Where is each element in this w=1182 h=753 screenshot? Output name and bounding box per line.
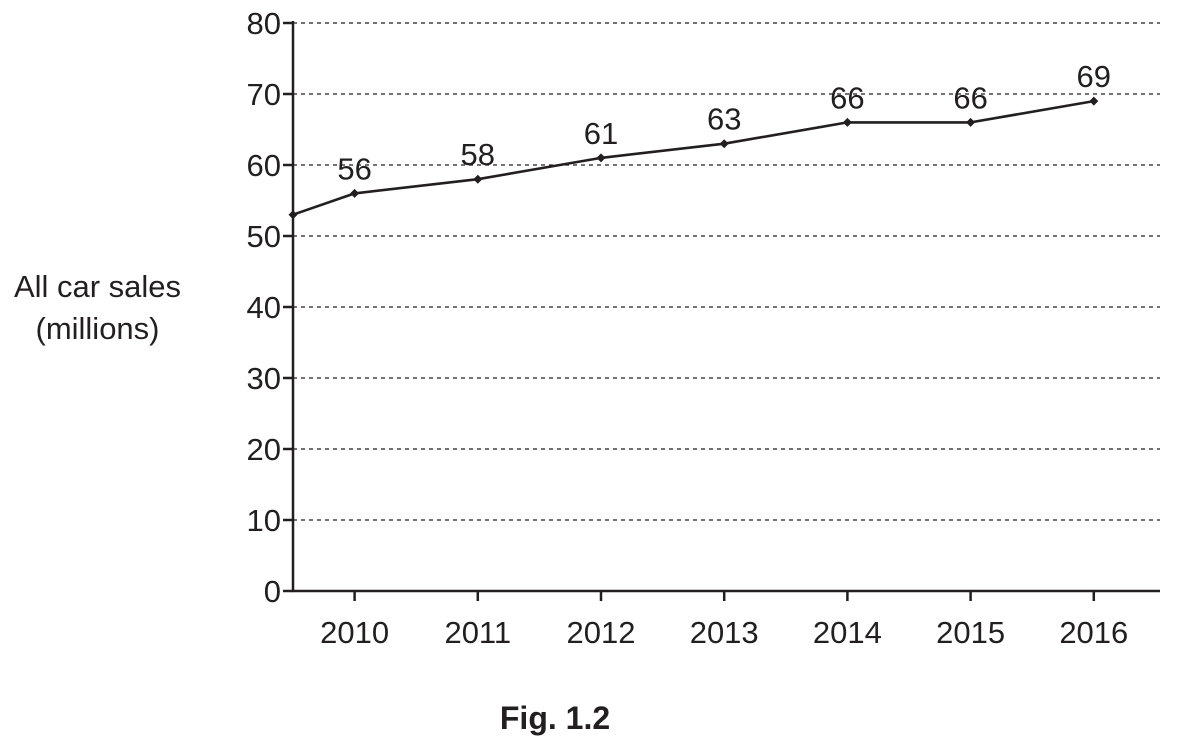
y-tick-label-70: 70 <box>247 77 281 112</box>
y-axis-label: All car sales (millions) <box>0 266 195 350</box>
data-label-2012: 61 <box>584 116 618 151</box>
data-point-2014 <box>842 117 852 127</box>
data-series <box>288 96 1099 220</box>
x-tick-label-2010: 2010 <box>320 615 389 650</box>
data-label-2010: 56 <box>337 151 371 186</box>
y-tick-label-30: 30 <box>247 361 281 396</box>
y-tick-label-50: 50 <box>247 219 281 254</box>
axes <box>283 21 1160 601</box>
data-point-2013 <box>719 139 729 149</box>
data-labels: 56 58 61 63 66 66 69 <box>337 59 1111 186</box>
y-tick-label-60: 60 <box>247 148 281 183</box>
x-tick-labels: 2010 2011 2012 2013 2014 2015 2016 <box>320 615 1128 650</box>
x-tick-label-2015: 2015 <box>936 615 1005 650</box>
y-tick-labels: 0 10 20 30 40 50 60 70 80 <box>247 6 281 609</box>
data-point-2015 <box>966 117 976 127</box>
series-line-0 <box>292 99 1095 216</box>
data-label-2015: 66 <box>953 80 987 115</box>
data-label-2013: 63 <box>707 102 741 137</box>
y-tick-label-0: 0 <box>264 574 281 609</box>
y-tick-label-80: 80 <box>247 6 281 41</box>
y-tick-label-40: 40 <box>247 290 281 325</box>
x-tick-label-2016: 2016 <box>1059 615 1128 650</box>
x-tick-label-2013: 2013 <box>690 615 759 650</box>
data-label-2014: 66 <box>830 80 864 115</box>
data-point-2016 <box>1089 96 1099 106</box>
data-point-2012 <box>596 153 606 163</box>
y-tick-label-10: 10 <box>247 503 281 538</box>
x-tick-label-2014: 2014 <box>813 615 882 650</box>
y-axis-label-line-2: (millions) <box>35 311 160 346</box>
data-point-2011 <box>473 174 483 184</box>
data-point-2009.5 <box>288 210 298 220</box>
y-tick-label-20: 20 <box>247 432 281 467</box>
data-point-2010 <box>350 188 360 198</box>
x-tick-label-2012: 2012 <box>567 615 636 650</box>
gridlines <box>293 22 1160 521</box>
data-label-2016: 69 <box>1077 59 1111 94</box>
y-axis-label-line-1: All car sales <box>13 269 182 304</box>
data-label-2011: 58 <box>461 137 495 172</box>
x-tick-label-2011: 2011 <box>444 615 511 650</box>
figure-caption: Fig. 1.2 <box>499 700 611 736</box>
